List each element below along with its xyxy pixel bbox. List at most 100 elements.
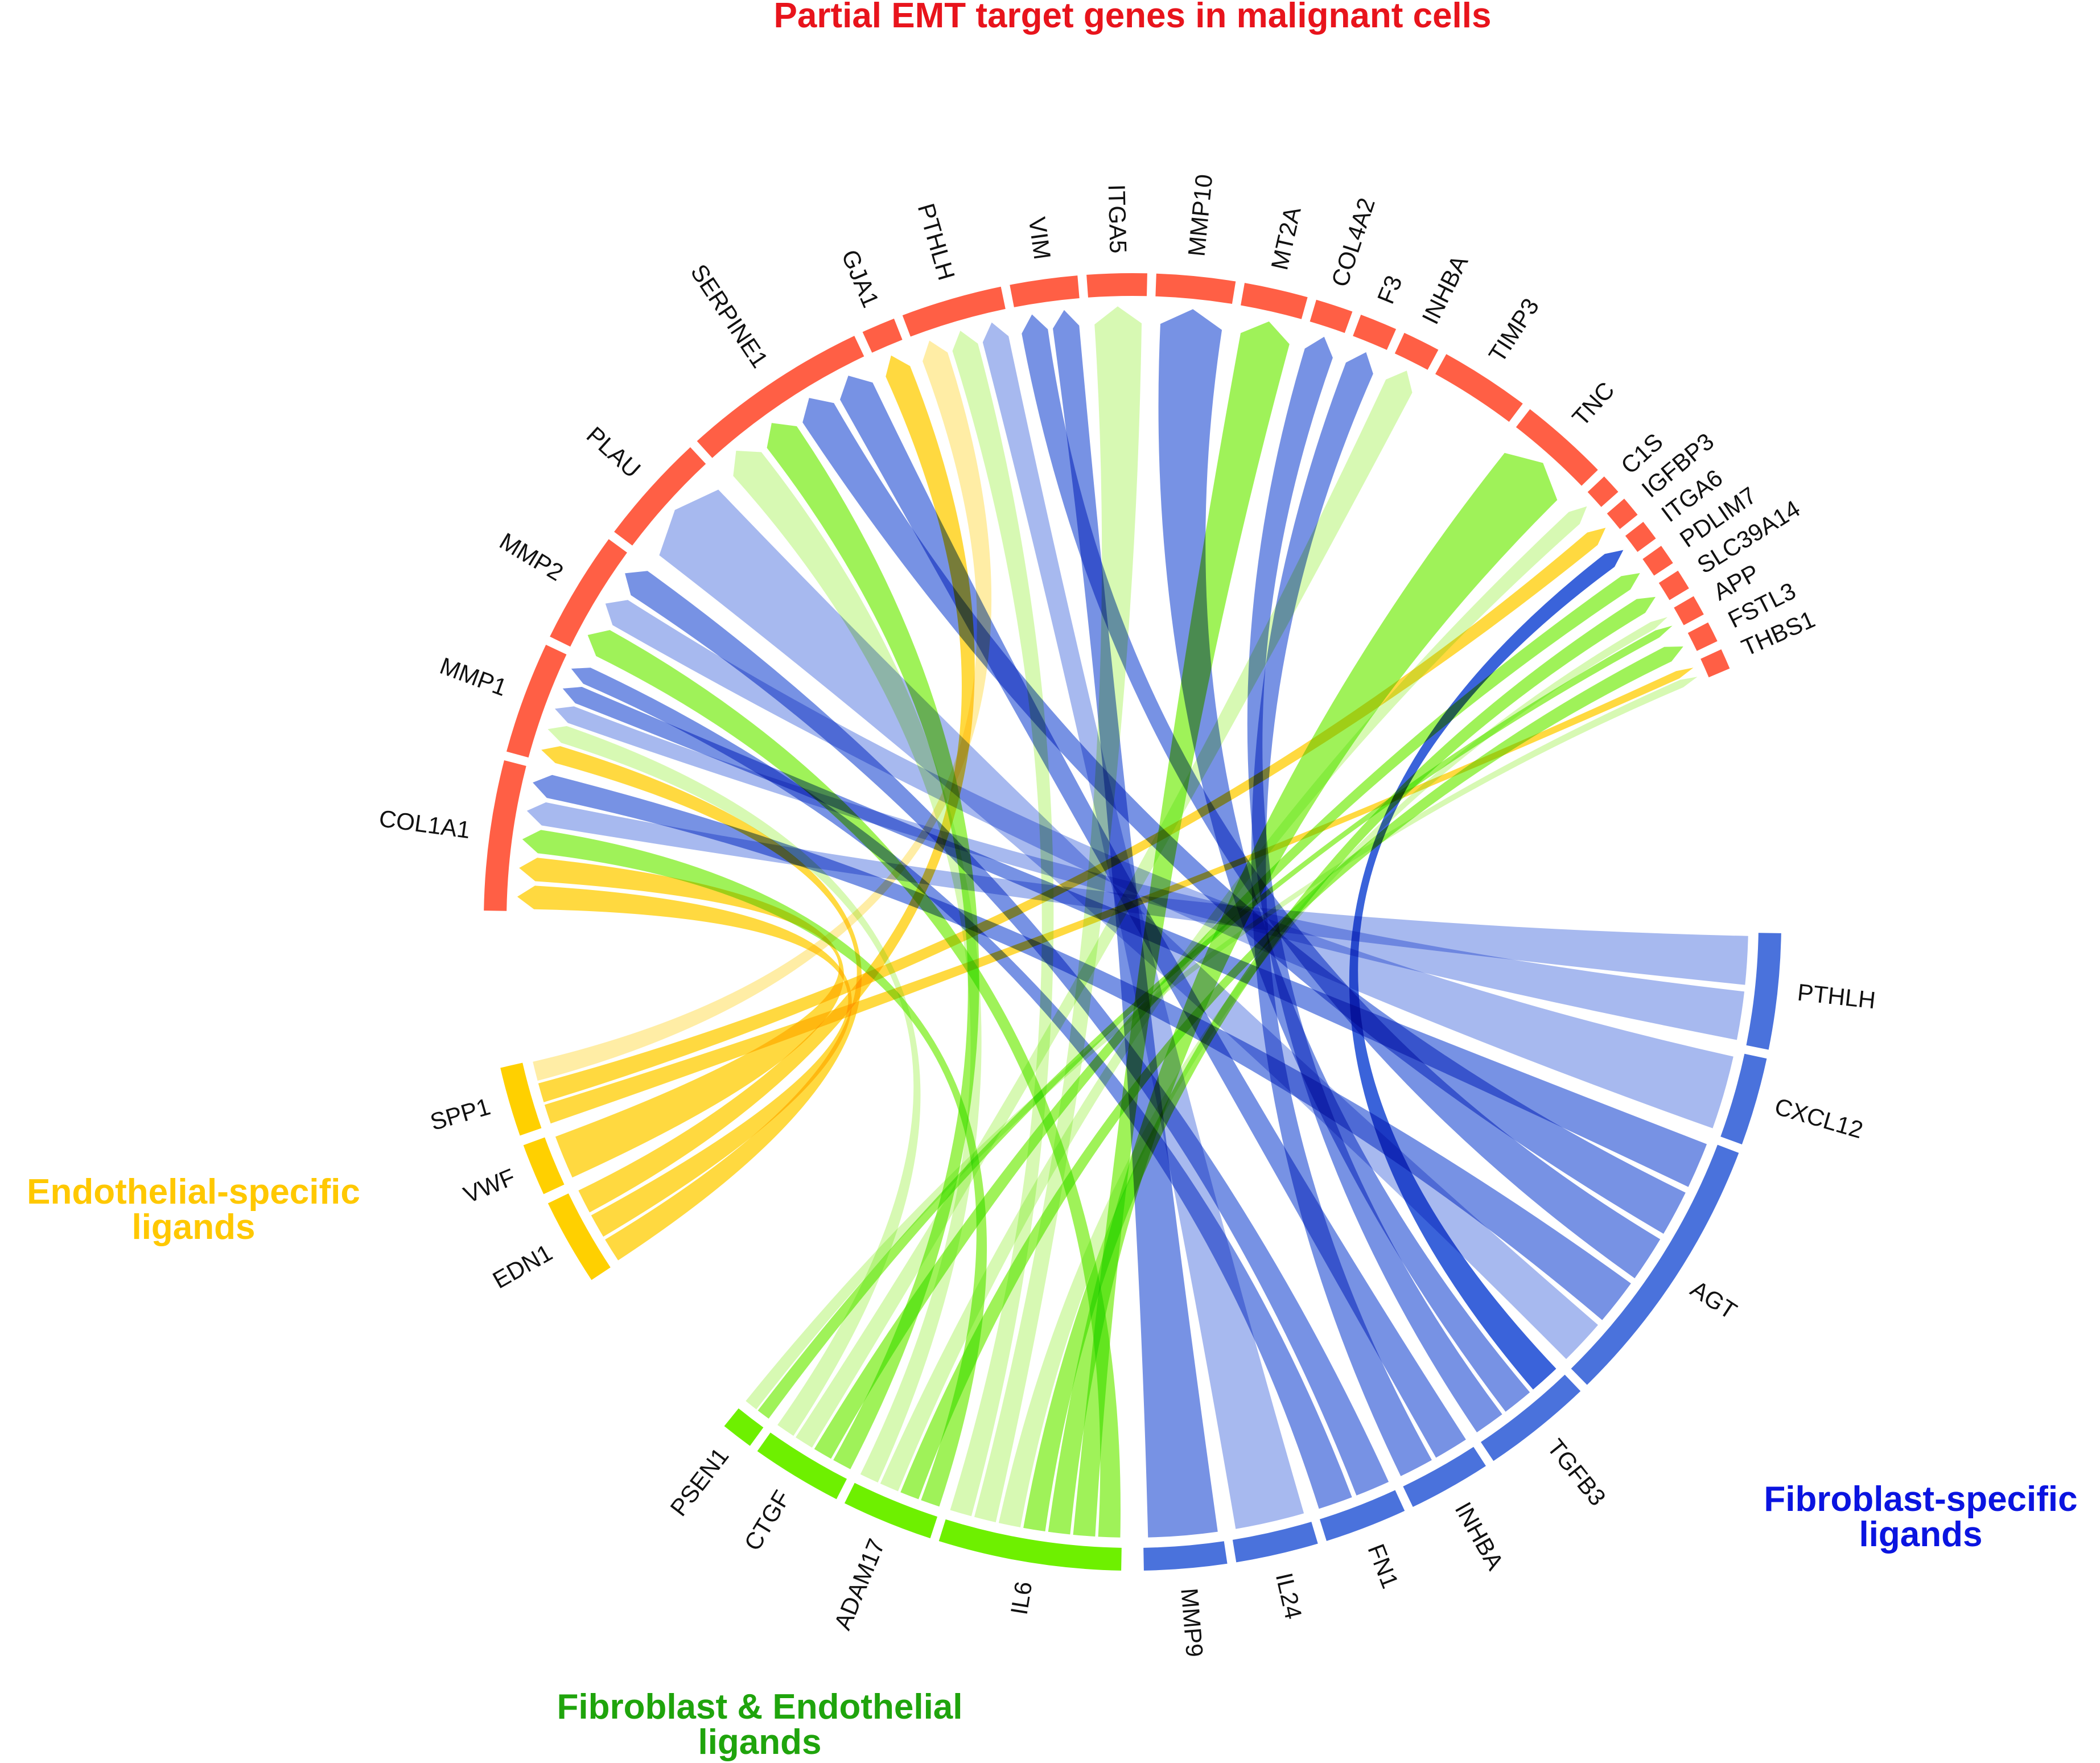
label-shared-adam17: ADAM17 — [829, 1535, 890, 1633]
arc-shared-il6 — [938, 1519, 1122, 1571]
arc-targets-mmp1 — [507, 644, 567, 758]
chord-il6-to-mt2a — [1073, 321, 1290, 1537]
group-title-targets: Partial EMT target genes in malignant ce… — [773, 0, 1491, 35]
arc-targets-fstl3 — [1687, 622, 1718, 651]
arc-targets-mmp10 — [1155, 273, 1236, 304]
arc-shared-adam17 — [844, 1482, 938, 1539]
arc-targets-c1s — [1587, 476, 1619, 507]
arc-fibroblast-tgfb3 — [1481, 1374, 1581, 1461]
group-title-line: Partial EMT target genes in malignant ce… — [773, 0, 1491, 35]
label-targets-plau: PLAU — [582, 421, 646, 483]
chord-il6-to-pthlh — [950, 331, 1054, 1517]
arc-targets-plau — [614, 447, 706, 546]
arc-targets-slc39a14 — [1658, 570, 1689, 600]
node-arcs — [484, 273, 1781, 1571]
label-targets-gja1: GJA1 — [837, 246, 884, 311]
chord-tgfb3-to-itga6 — [1349, 550, 1624, 1390]
label-targets-serpine1: SERPINE1 — [685, 259, 773, 373]
arc-fibroblast-agt — [1571, 1144, 1739, 1385]
chord-il6-to-itga5 — [974, 306, 1142, 1522]
label-targets-vim: VIM — [1024, 215, 1056, 261]
label-fibroblast-il24: IL24 — [1271, 1570, 1307, 1621]
label-targets-tnc: TNC — [1567, 377, 1620, 431]
label-targets-mmp2: MMP2 — [495, 528, 568, 586]
arc-endothelial-vwf — [523, 1137, 565, 1194]
chord-inhba-to-serpine1 — [839, 376, 1466, 1458]
group-title-line: Endothelial-specific — [27, 1172, 360, 1212]
label-shared-il6: IL6 — [1006, 1580, 1037, 1617]
label-fibroblast-cxcl12: CXCL12 — [1772, 1093, 1866, 1143]
label-shared-ctgf: CTGF — [739, 1486, 795, 1555]
arc-fibroblast-mmp9 — [1143, 1541, 1228, 1571]
label-targets-timp3: TIMP3 — [1484, 294, 1545, 367]
chord-edn1-to-col1a1 — [517, 885, 852, 1237]
arc-endothelial-spp1 — [500, 1062, 542, 1136]
chord-ctgf-to-serpine1 — [767, 423, 979, 1469]
label-targets-mmp10: MMP10 — [1183, 173, 1217, 258]
arc-targets-itga6 — [1625, 521, 1656, 552]
chord-spp1-to-thbs1 — [544, 668, 1694, 1124]
chord-links — [517, 306, 1748, 1538]
arc-fibroblast-inhba — [1403, 1447, 1486, 1507]
chord-tgfb3-to-mmp10 — [1158, 309, 1530, 1412]
arc-fibroblast-fn1 — [1319, 1490, 1405, 1541]
arc-fibroblast-il24 — [1232, 1522, 1318, 1563]
group-title-fibroblast: Fibroblast-specific ligands — [1764, 1480, 2077, 1554]
label-targets-col4a2: COL4A2 — [1326, 195, 1380, 290]
label-fibroblast-inhba: INHBA — [1450, 1497, 1509, 1574]
arc-targets-mmp2 — [550, 539, 627, 647]
group-title-line: ligands — [131, 1208, 255, 1247]
arc-targets-mt2a — [1241, 283, 1308, 319]
label-targets-col1a1: COL1A1 — [377, 805, 472, 843]
chord-il24-to-pthlh — [982, 322, 1304, 1529]
label-targets-pthlh: PTHLH — [913, 200, 961, 283]
chord-mmp9-to-vim — [1053, 310, 1218, 1538]
arc-targets-f3 — [1353, 314, 1397, 350]
label-targets-mmp1: MMP1 — [437, 652, 510, 701]
arc-targets-pthlh — [902, 286, 1006, 337]
chord-cxcl12-to-mmp2 — [605, 600, 1733, 1128]
label-endothelial-spp1: SPP1 — [427, 1093, 493, 1135]
label-shared-psen1: PSEN1 — [665, 1443, 734, 1521]
chord-pthlh-to-mmp1 — [554, 706, 1745, 1040]
label-fibroblast-agt: AGT — [1686, 1275, 1741, 1325]
arc-targets-thbs1 — [1700, 649, 1730, 678]
label-fibroblast-mmp9: MMP9 — [1176, 1587, 1208, 1658]
label-targets-itga5: ITGA5 — [1103, 184, 1132, 253]
label-endothelial-vwf: VWF — [460, 1163, 519, 1208]
chord-ctgf-to-inhba — [796, 370, 1413, 1448]
arc-shared-ctgf — [757, 1432, 847, 1500]
arc-targets-inhba — [1394, 332, 1439, 370]
arc-shared-psen1 — [724, 1408, 764, 1446]
chord-vwf-to-col1a1 — [519, 858, 844, 1178]
group-title-endothelial: Endothelial-specific ligands — [27, 1172, 360, 1247]
label-fibroblast-tgfb3: TGFB3 — [1542, 1434, 1611, 1511]
chord-edn1-to-gja1 — [578, 355, 975, 1213]
arc-targets-vim — [1010, 275, 1080, 307]
label-endothelial-edn1: EDN1 — [488, 1239, 557, 1294]
arc-targets-col1a1 — [484, 760, 526, 911]
arc-fibroblast-cxcl12 — [1720, 1053, 1767, 1144]
arc-endothelial-edn1 — [547, 1193, 611, 1280]
group-title-line: Fibroblast & Endothelial — [557, 1687, 962, 1727]
arc-targets-app — [1674, 596, 1704, 625]
arc-targets-tnc — [1516, 409, 1598, 486]
label-targets-inhba: INHBA — [1417, 251, 1473, 328]
arc-targets-pdlim7 — [1642, 546, 1673, 576]
label-targets-mt2a: MT2A — [1266, 204, 1306, 273]
arc-targets-col4a2 — [1310, 299, 1353, 333]
chord-pthlh-to-col1a1 — [526, 802, 1748, 985]
label-fibroblast-pthlh: PTHLH — [1796, 979, 1877, 1014]
arc-targets-gja1 — [862, 318, 903, 353]
arc-targets-igfbp3 — [1607, 499, 1638, 529]
label-fibroblast-fn1: FN1 — [1362, 1540, 1403, 1592]
arc-fibroblast-pthlh — [1746, 933, 1781, 1050]
arc-targets-serpine1 — [697, 336, 864, 458]
chord-tgfb3-to-col4a2 — [1247, 336, 1502, 1432]
label-targets-f3: F3 — [1372, 271, 1407, 307]
arc-targets-itga5 — [1086, 273, 1147, 298]
group-title-shared: Fibroblast & Endothelial ligands — [557, 1687, 962, 1762]
group-title-line: ligands — [1859, 1515, 1982, 1554]
chord-agt-to-serpine1 — [802, 398, 1686, 1234]
